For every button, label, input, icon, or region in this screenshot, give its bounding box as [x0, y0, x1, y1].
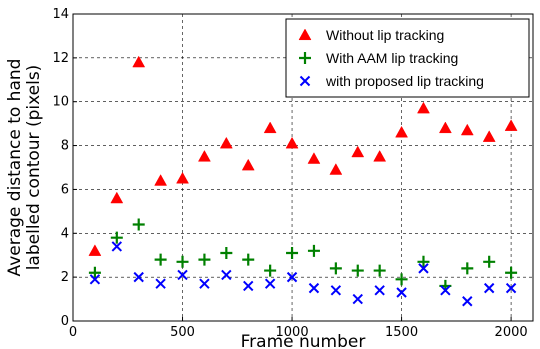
- data-point: [264, 278, 276, 289]
- legend-marker: [298, 28, 312, 41]
- data-point: [418, 263, 429, 274]
- data-point: [89, 274, 101, 285]
- y-axis-ticks: 0 2 4 6 8 10 12 14: [52, 7, 77, 329]
- x-tick-label: 0: [69, 325, 77, 340]
- data-point: [132, 218, 145, 231]
- y-tick-label: 4: [61, 226, 69, 241]
- data-point: [373, 150, 387, 162]
- data-point: [286, 247, 299, 260]
- data-point: [307, 244, 320, 257]
- legend-marker: [299, 75, 311, 87]
- data-point: [307, 152, 321, 164]
- y-tick-label: 14: [52, 7, 69, 22]
- data-point: [483, 255, 496, 268]
- data-point: [440, 285, 451, 296]
- data-point: [460, 123, 474, 136]
- series-3: [89, 241, 517, 307]
- data-point: [264, 264, 277, 277]
- data-point: [329, 262, 342, 275]
- legend: Without lip tracking With AAM lip trackin…: [285, 18, 530, 98]
- data-point: [263, 121, 277, 134]
- y-tick-label: 0: [61, 314, 69, 329]
- data-point: [351, 264, 364, 277]
- data-point: [505, 282, 517, 294]
- x-axis-label: Frame number: [241, 332, 366, 349]
- data-point: [373, 264, 386, 277]
- x-tick-label: 1000: [276, 325, 309, 340]
- data-point: [110, 191, 124, 204]
- data-points: [88, 55, 518, 307]
- data-point: [110, 231, 123, 244]
- x-axis-ticks: 0 500 1000 1500 2000: [69, 317, 528, 340]
- x-tick-label: 500: [170, 325, 195, 340]
- data-point: [330, 285, 342, 296]
- series-2: [88, 218, 518, 292]
- data-point: [285, 136, 299, 149]
- data-point: [505, 266, 518, 279]
- data-point: [395, 125, 408, 138]
- y-tick-label: 2: [61, 270, 69, 285]
- x-tick-label: 1500: [385, 325, 418, 340]
- data-point: [417, 255, 430, 268]
- legend-box: [285, 18, 530, 98]
- data-point: [88, 244, 102, 256]
- data-point: [198, 253, 211, 266]
- legend-marker: [299, 52, 311, 64]
- data-point: [374, 285, 385, 296]
- data-point: [351, 145, 365, 158]
- data-point: [417, 101, 430, 114]
- y-tick-label: 10: [52, 95, 69, 110]
- y-tick-label: 12: [52, 51, 69, 66]
- series-1: [88, 55, 518, 256]
- data-point: [176, 255, 189, 268]
- data-point: [220, 247, 233, 260]
- data-point: [219, 136, 233, 149]
- data-point: [133, 271, 144, 283]
- data-point: [396, 287, 407, 298]
- plot-frame: [72, 13, 534, 322]
- data-point: [286, 271, 298, 283]
- data-point: [176, 171, 189, 184]
- data-point: [155, 278, 166, 289]
- data-point: [242, 253, 255, 266]
- data-point: [132, 55, 146, 68]
- data-point: [221, 269, 232, 281]
- data-point: [154, 174, 168, 186]
- data-point: [483, 282, 495, 294]
- data-point: [199, 278, 210, 289]
- data-point: [504, 119, 518, 131]
- x-tick-label: 2000: [495, 325, 528, 340]
- data-point: [154, 253, 167, 266]
- data-point: [462, 296, 473, 307]
- data-point: [177, 269, 188, 281]
- y-axis-label-line-1: Average distance to hand: [5, 59, 25, 277]
- legend-entry-label: with proposed lip tracking: [325, 73, 484, 89]
- data-point: [395, 273, 408, 286]
- data-point: [111, 241, 123, 252]
- y-tick-label: 6: [61, 182, 69, 197]
- y-tick-label: 8: [61, 139, 69, 154]
- data-point: [308, 282, 320, 294]
- y-axis-label-line-2: labelled contour (pixels): [24, 65, 44, 271]
- data-point: [198, 150, 211, 162]
- data-point: [88, 266, 101, 279]
- data-point: [461, 262, 474, 275]
- data-point: [482, 130, 496, 142]
- data-point: [243, 280, 254, 292]
- data-point: [241, 158, 255, 171]
- data-point: [438, 121, 452, 134]
- legend-entry-label: With AAM lip tracking: [326, 50, 458, 66]
- legend-entry-label: Without lip tracking: [326, 27, 444, 43]
- data-point: [352, 293, 363, 305]
- data-point: [329, 163, 343, 175]
